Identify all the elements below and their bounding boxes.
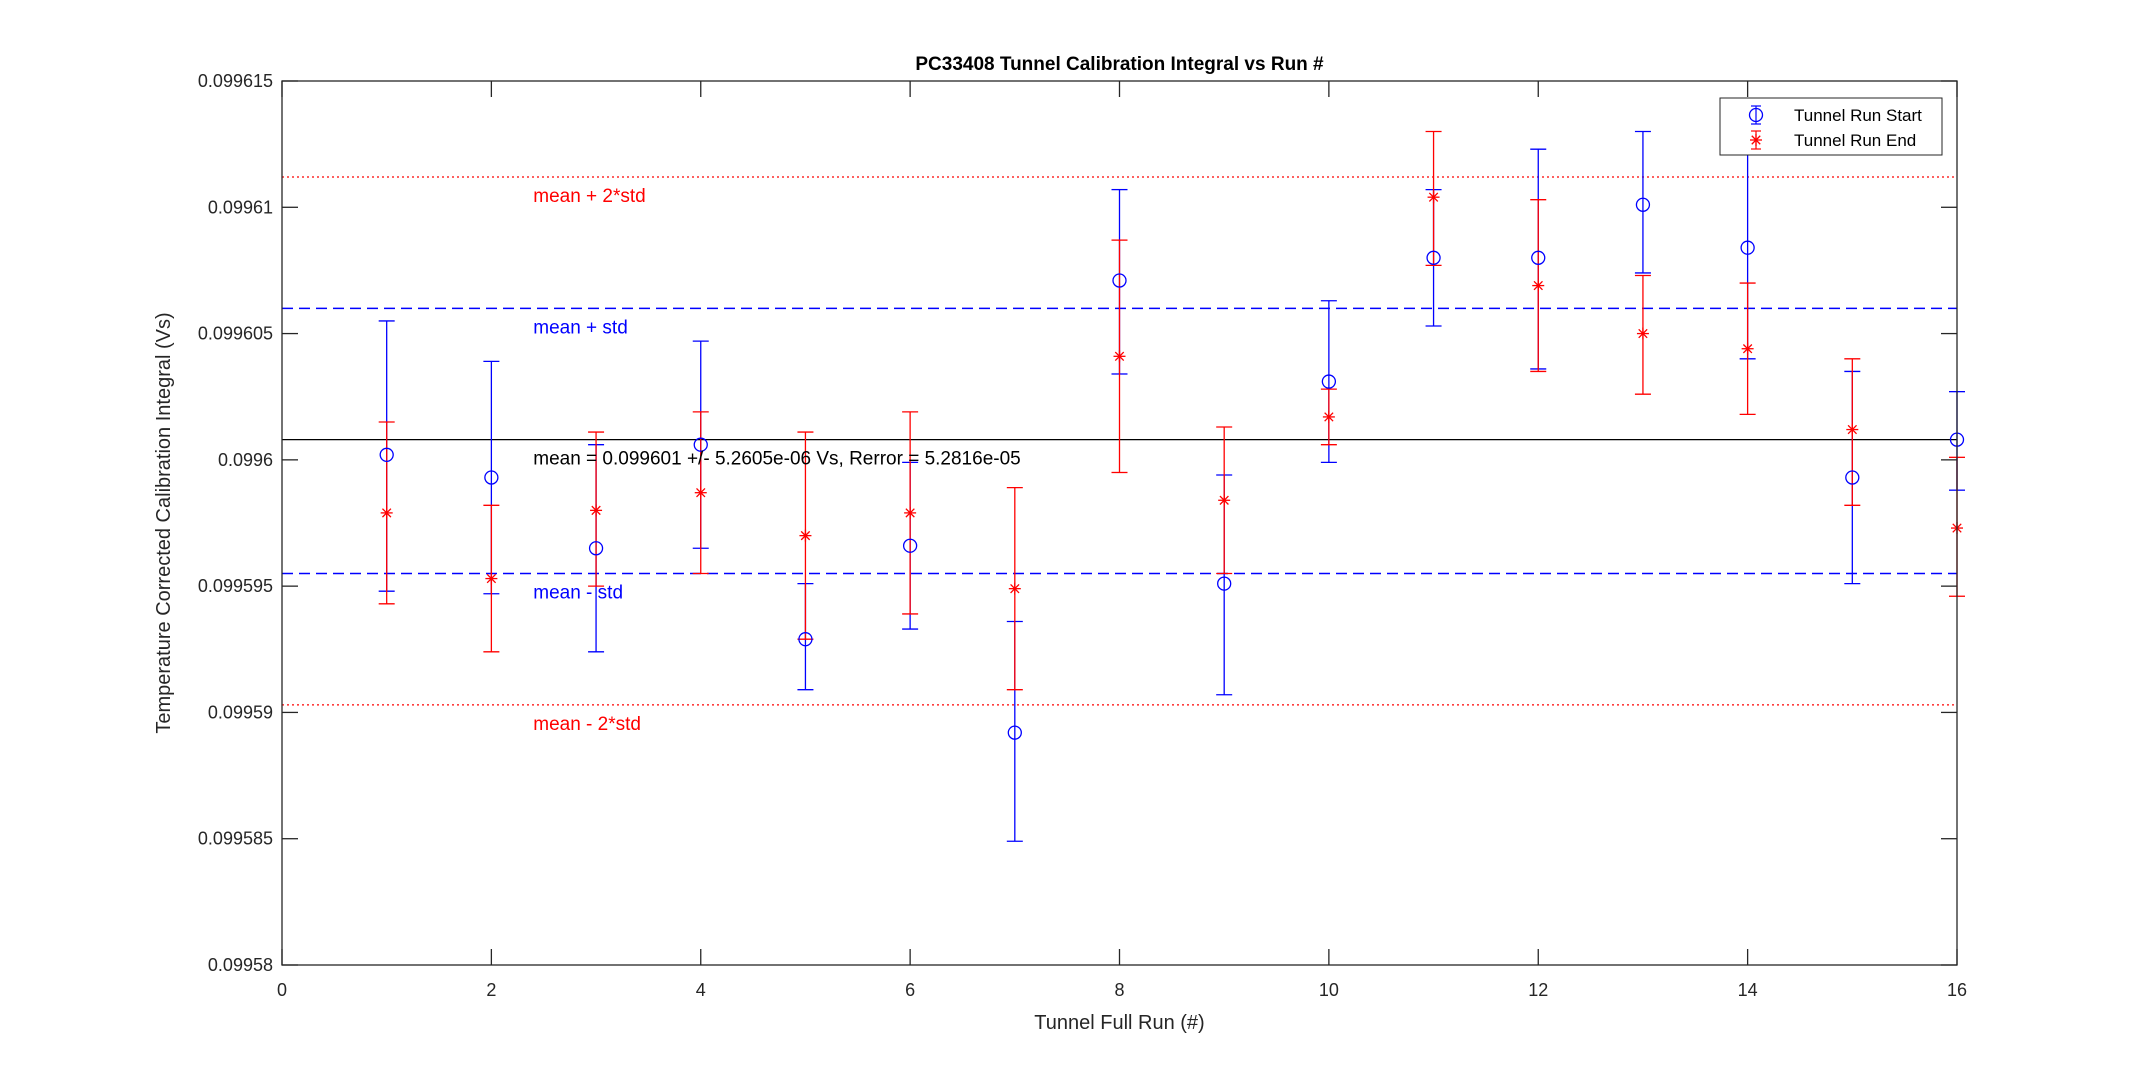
asterisk-stroke: [1114, 351, 1125, 362]
x-tick-label: 2: [486, 980, 496, 1000]
legend-label-start: Tunnel Run Start: [1794, 106, 1922, 125]
data-point-start: [1531, 250, 1546, 265]
data-point-end: [799, 529, 812, 542]
data-point-end: [1427, 191, 1440, 204]
asterisk-stroke: [1324, 412, 1334, 422]
data-point-end: [1846, 423, 1859, 436]
data-point-end: [485, 572, 498, 585]
asterisk-stroke: [381, 508, 392, 518]
data-point-end: [590, 504, 603, 517]
y-tick-label: 0.0996: [218, 450, 273, 470]
data-point-start: [1007, 725, 1022, 740]
reference-line-label: mean = 0.099601 +/- 5.2605e-06 Vs, Rerro…: [533, 449, 1020, 470]
asterisk-stroke: [1533, 280, 1543, 291]
data-point-start: [1845, 470, 1860, 485]
legend-symbol-end: [1750, 130, 1762, 150]
asterisk-stroke: [1638, 328, 1648, 339]
legend-box: [1719, 97, 1943, 156]
data-point-start: [379, 447, 394, 462]
data-point-start: [1740, 240, 1755, 255]
data-point-end: [1741, 342, 1754, 355]
data-point-start: [484, 470, 499, 485]
data-point-start: [1635, 197, 1651, 212]
legend[interactable]: Tunnel Run Start Tunnel Run End: [1719, 97, 1943, 156]
y-tick-label: 0.09958: [208, 955, 273, 975]
x-tick-label: 14: [1738, 980, 1758, 1000]
y-tick-label: 0.09961: [208, 197, 273, 217]
asterisk-stroke: [1428, 192, 1439, 202]
data-point-start: [1112, 273, 1127, 288]
data-markers: [379, 191, 1965, 740]
x-tick-label: 0: [277, 980, 287, 1000]
legend-label-end: Tunnel Run End: [1794, 131, 1916, 150]
reference-line-labels: mean + 2*std mean + std mean = 0.099601 +/…: [533, 186, 1020, 735]
x-tick-label: 4: [696, 980, 706, 1000]
data-point-start: [1321, 374, 1337, 389]
reference-line-label: mean + std: [533, 317, 628, 338]
data-point-end: [1636, 327, 1649, 340]
data-point-start: [798, 632, 813, 647]
legend-symbol-start: [1748, 105, 1764, 125]
data-point-end: [1008, 582, 1021, 595]
data-point-end: [380, 506, 393, 519]
x-tick-label: 16: [1947, 980, 1967, 1000]
data-point-end: [1218, 494, 1231, 507]
data-point-start: [1426, 250, 1441, 265]
asterisk-stroke: [696, 487, 706, 498]
x-tick-label: 8: [1114, 980, 1124, 1000]
data-point-start: [588, 541, 604, 556]
data-point-end: [1532, 279, 1545, 292]
data-point-end: [694, 486, 707, 499]
asterisk-stroke: [1847, 424, 1858, 435]
y-tick-label: 0.099605: [198, 324, 273, 344]
y-tick-label: 0.099585: [198, 829, 273, 849]
asterisk-stroke: [905, 508, 915, 518]
asterisk-stroke: [1219, 495, 1229, 505]
data-point-end: [1113, 350, 1126, 363]
reference-line-label: mean + 2*std: [533, 186, 646, 207]
data-point-start: [693, 437, 708, 452]
x-tick-label: 6: [905, 980, 915, 1000]
legend-marker-circle: [1748, 107, 1764, 123]
reference-line-label: mean - 2*std: [533, 714, 641, 735]
chart-title: PC33408 Tunnel Calibration Integral vs R…: [915, 54, 1324, 75]
x-tick-label: 12: [1528, 980, 1548, 1000]
reference-line-label: mean - std: [533, 583, 623, 604]
x-tick-label: 10: [1319, 980, 1339, 1000]
asterisk-stroke: [1010, 583, 1020, 594]
y-tick-label: 0.09959: [208, 702, 273, 722]
y-tick-label: 0.099595: [198, 576, 273, 596]
legend-marker-asterisk: [1750, 134, 1762, 146]
data-point-end: [904, 506, 917, 519]
y-axis-label: Temperature Corrected Calibration Integr…: [153, 312, 175, 733]
asterisk-stroke: [1742, 344, 1753, 354]
x-axis-label: Tunnel Full Run (#): [1034, 1012, 1204, 1034]
axis-ticks: 0 2 4 6 8 10 12 14 16 0.09958 0.099585 0.09959 0.099…: [198, 71, 1967, 1000]
asterisk-stroke: [800, 530, 811, 541]
data-point-start: [1217, 576, 1232, 591]
asterisk-stroke: [591, 505, 601, 516]
error-bar-start: [1634, 130, 1651, 274]
data-point-start: [902, 538, 918, 553]
asterisk-stroke: [486, 573, 497, 584]
asterisk-stroke: [1751, 135, 1761, 145]
data-point-end: [1322, 410, 1335, 423]
y-tick-label: 0.099615: [198, 71, 273, 91]
